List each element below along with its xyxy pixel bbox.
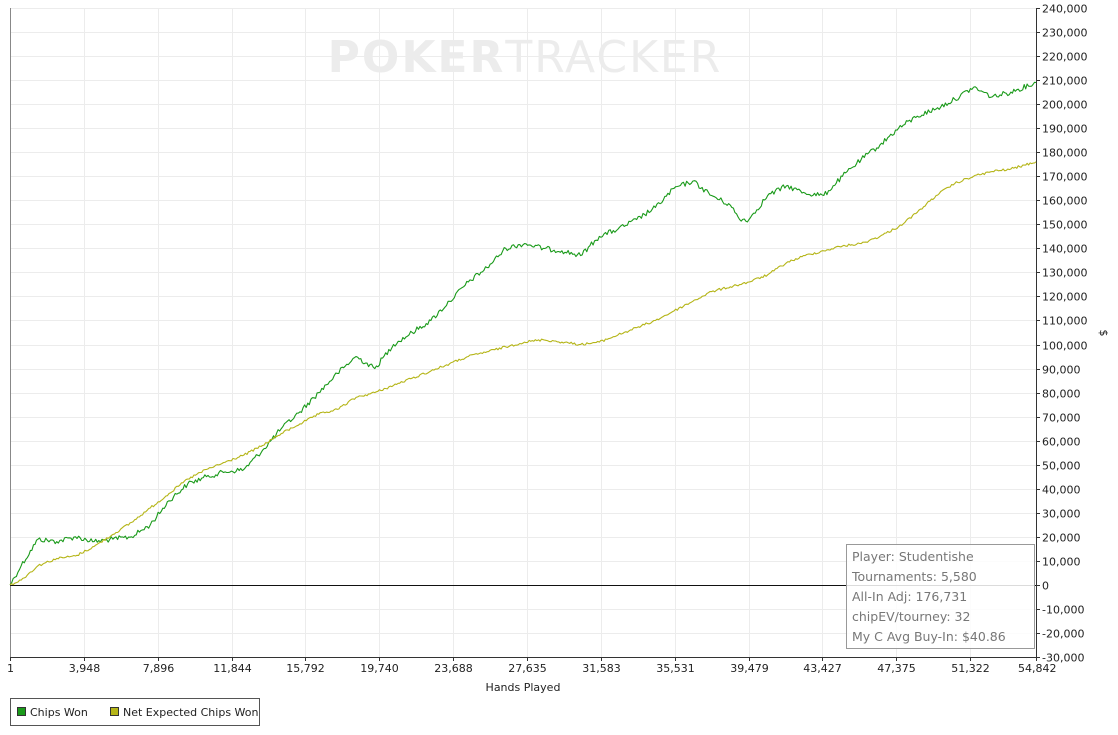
y-tick-label: 210,000 [1042, 75, 1088, 88]
y-tick-label: 20,000 [1042, 532, 1081, 545]
y-tick-label: 130,000 [1042, 267, 1088, 280]
x-tick-label: 3,948 [69, 662, 101, 675]
y-ticks: 240,000 230,000 220,000 210,000 200,000 190,0… [1036, 3, 1088, 665]
info-avg-buyin: My C Avg Buy-In: $40.86 [852, 629, 1006, 644]
y-tick-label: 10,000 [1042, 556, 1081, 569]
legend-item-chips-won[interactable]: Chips Won [17, 706, 88, 719]
watermark-light: TRACKER [504, 32, 722, 83]
y-tick-label: 70,000 [1042, 412, 1081, 425]
y-axis-title: $ [1097, 330, 1110, 337]
y-tick-label: 180,000 [1042, 147, 1088, 160]
y-tick-label: 200,000 [1042, 99, 1088, 112]
x-tick-label: 35,531 [656, 662, 695, 675]
series-line-net-expected-chips-won [9, 161, 1037, 586]
x-tick-label: 39,479 [730, 662, 769, 675]
legend-frame [10, 698, 260, 726]
y-tick-label: 80,000 [1042, 388, 1081, 401]
x-tick-label: 1 [7, 662, 14, 675]
y-tick-label: 100,000 [1042, 340, 1088, 353]
x-ticks: 1 3,948 7,896 11,844 15,792 19,740 23,688 27,63… [7, 657, 1057, 675]
y-tick-label: 240,000 [1042, 3, 1088, 16]
x-tick-label: 51,322 [951, 662, 990, 675]
x-tick-label: 19,740 [360, 662, 399, 675]
info-allin-adj: All-In Adj: 176,731 [852, 589, 967, 604]
info-tournaments: Tournaments: 5,580 [851, 569, 977, 584]
y-tick-label: -10,000 [1042, 604, 1084, 617]
y-tick-label: 190,000 [1042, 123, 1088, 136]
y-tick-label: 220,000 [1042, 51, 1088, 64]
x-tick-label: 27,635 [508, 662, 547, 675]
info-box-frame [846, 544, 1035, 649]
x-tick-label: 31,583 [582, 662, 621, 675]
legend-item-net-expected[interactable]: Net Expected Chips Won [110, 706, 259, 719]
y-tick-label: 30,000 [1042, 508, 1081, 521]
info-player: Player: Studentishe [852, 549, 974, 564]
x-tick-label: 54,842 [1018, 662, 1057, 675]
watermark: POKERTRACKER [328, 32, 723, 83]
y-tick-label: 50,000 [1042, 460, 1081, 473]
y-tick-label: 230,000 [1042, 27, 1088, 40]
y-tick-label: -30,000 [1042, 652, 1084, 665]
x-tick-label: 15,792 [286, 662, 325, 675]
info-box: Player: Studentishe Tournaments: 5,580 A… [846, 544, 1035, 649]
y-tick-label: -20,000 [1042, 628, 1084, 641]
legend-swatch-net-expected [110, 707, 119, 716]
y-tick-label: 150,000 [1042, 219, 1088, 232]
watermark-bold: POKER [328, 32, 506, 83]
y-tick-label: 40,000 [1042, 484, 1081, 497]
legend: Chips Won Net Expected Chips Won [10, 698, 260, 726]
y-tick-label: 170,000 [1042, 171, 1088, 184]
x-tick-label: 23,688 [434, 662, 473, 675]
series-line-chips-won [9, 81, 1037, 586]
y-tick-label: 140,000 [1042, 243, 1088, 256]
x-tick-label: 7,896 [143, 662, 175, 675]
y-tick-label: 90,000 [1042, 364, 1081, 377]
y-tick-label: 60,000 [1042, 436, 1081, 449]
x-tick-label: 43,427 [803, 662, 842, 675]
y-tick-label: 120,000 [1042, 291, 1088, 304]
y-tick-label: 110,000 [1042, 315, 1088, 328]
x-tick-label: 11,844 [213, 662, 252, 675]
legend-label-net-expected: Net Expected Chips Won [123, 706, 259, 719]
x-axis-title: Hands Played [486, 681, 561, 694]
y-tick-label: 160,000 [1042, 195, 1088, 208]
x-tick-label: 47,375 [877, 662, 916, 675]
series-group [9, 81, 1037, 586]
legend-swatch-chips-won [17, 707, 26, 716]
y-tick-label: 0 [1042, 580, 1049, 593]
info-chipev: chipEV/tourney: 32 [852, 609, 970, 624]
legend-label-chips-won: Chips Won [30, 706, 88, 719]
